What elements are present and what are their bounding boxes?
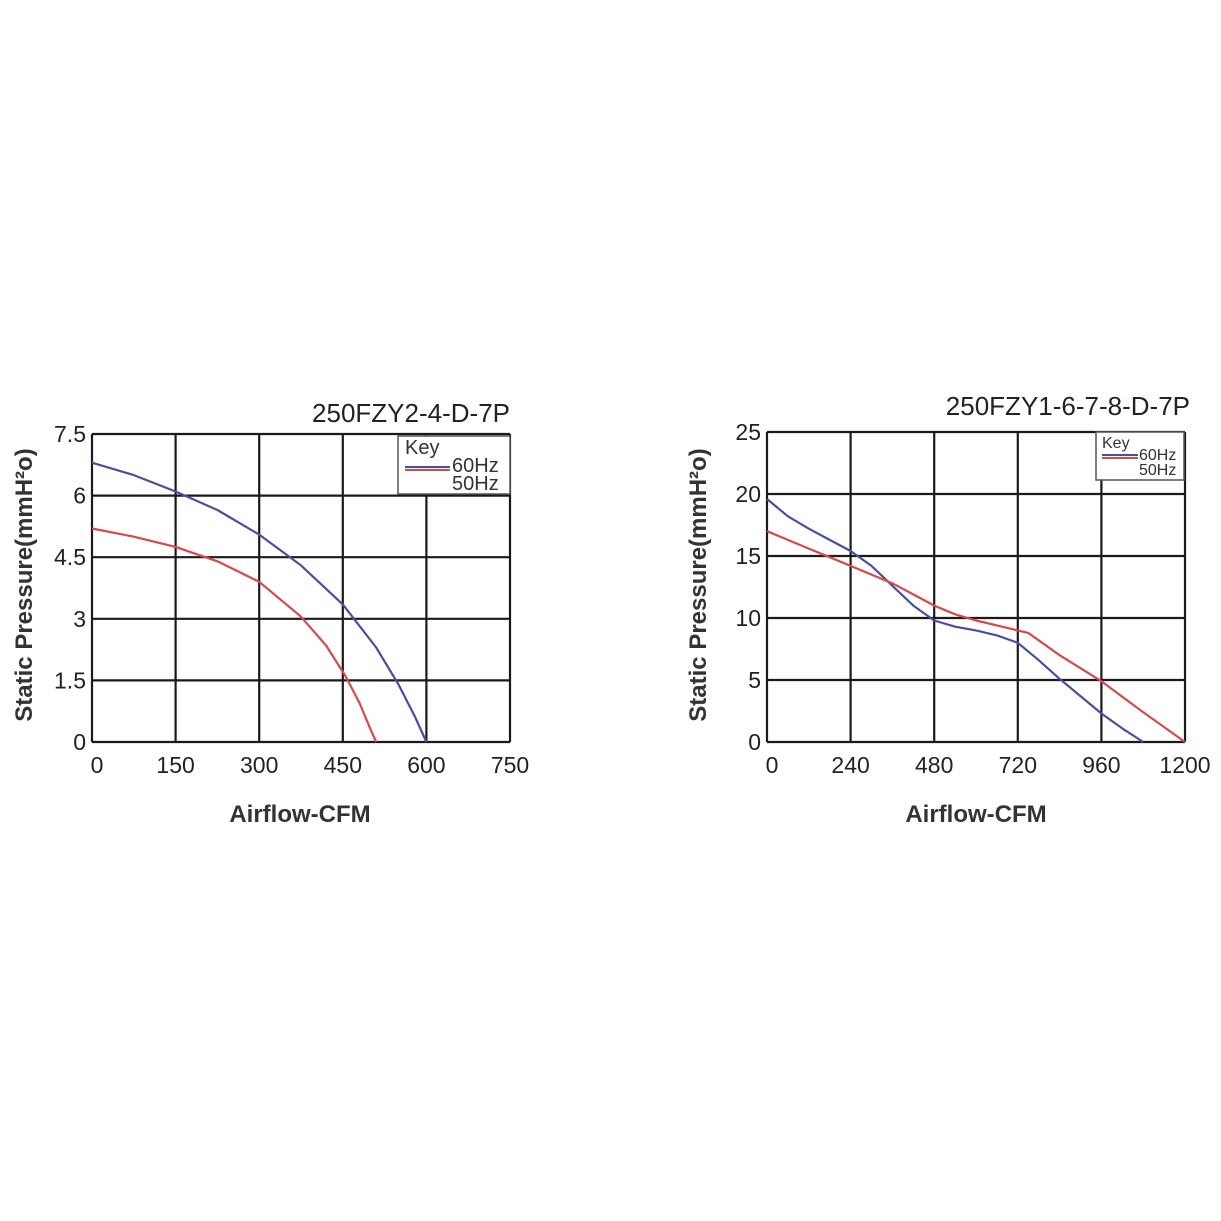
- y-tick-labels: 0 5 10 15 20 25: [735, 419, 761, 755]
- y-tick-label: 7.5: [54, 421, 86, 447]
- legend-title: Key: [405, 437, 439, 459]
- legend-label-50hz: 50Hz: [1139, 462, 1176, 479]
- series-line-50hz: [91, 527, 378, 743]
- legend-label-60hz: 60Hz: [1139, 447, 1176, 464]
- legend: Key 60Hz 50Hz: [397, 435, 511, 495]
- y-tick-label: 0: [73, 729, 86, 755]
- x-tick-label: 480: [915, 752, 953, 778]
- y-axis-label: Static Pressure(mmH²o): [685, 448, 712, 721]
- x-tick-label: 960: [1082, 752, 1120, 778]
- series-lines: [766, 498, 1186, 743]
- x-axis-label: Airflow-CFM: [229, 801, 370, 828]
- x-tick-label: 150: [156, 752, 194, 778]
- legend-box: [397, 435, 511, 495]
- x-tick-label: 240: [831, 752, 869, 778]
- y-tick-label: 15: [735, 543, 761, 569]
- x-tick-label: 0: [91, 752, 104, 778]
- y-tick-label: 25: [735, 419, 761, 445]
- x-tick-labels: 0 150 300 450 600 750: [91, 752, 530, 778]
- series-line-50hz: [766, 530, 1186, 743]
- y-tick-label: 4.5: [54, 544, 86, 570]
- legend-label-50hz: 50Hz: [452, 473, 499, 495]
- y-axis-label: Static Pressure(mmH²o): [11, 448, 38, 721]
- y-tick-labels: 0 1.5 3 4.5 6 7.5: [54, 421, 86, 755]
- y-tick-label: 1.5: [54, 667, 86, 693]
- chart-title: 250FZY2-4-D-7P: [312, 398, 510, 428]
- x-tick-label: 1200: [1159, 752, 1210, 778]
- grid: [765, 430, 1187, 744]
- x-tick-labels: 0 240 480 720 960 1200: [766, 752, 1211, 778]
- series-line-60hz: [91, 461, 428, 743]
- series-line-60hz: [766, 498, 1144, 743]
- x-tick-label: 600: [407, 752, 445, 778]
- legend-label-60hz: 60Hz: [452, 455, 499, 477]
- y-tick-label: 6: [73, 483, 86, 509]
- x-tick-label: 0: [766, 752, 779, 778]
- y-tick-label: 20: [735, 481, 761, 507]
- y-tick-label: 5: [748, 667, 761, 693]
- legend-title: Key: [1102, 435, 1130, 452]
- legend: Key 60Hz 50Hz: [1095, 431, 1185, 481]
- x-tick-label: 300: [240, 752, 278, 778]
- x-tick-label: 750: [491, 752, 529, 778]
- chart-title: 250FZY1-6-7-8-D-7P: [946, 391, 1190, 421]
- y-tick-label: 3: [73, 606, 86, 632]
- x-axis-label: Airflow-CFM: [905, 801, 1046, 828]
- y-tick-label: 0: [748, 729, 761, 755]
- chart-250fzy2: 250FZY2-4-D-7P Static Pressure(mmH²o) Ai…: [11, 398, 529, 828]
- y-tick-label: 10: [735, 605, 761, 631]
- chart-250fzy1: 250FZY1-6-7-8-D-7P Static Pressure(mmH²o…: [685, 391, 1211, 828]
- x-tick-label: 720: [999, 752, 1037, 778]
- x-tick-label: 450: [324, 752, 362, 778]
- series-lines: [91, 461, 428, 743]
